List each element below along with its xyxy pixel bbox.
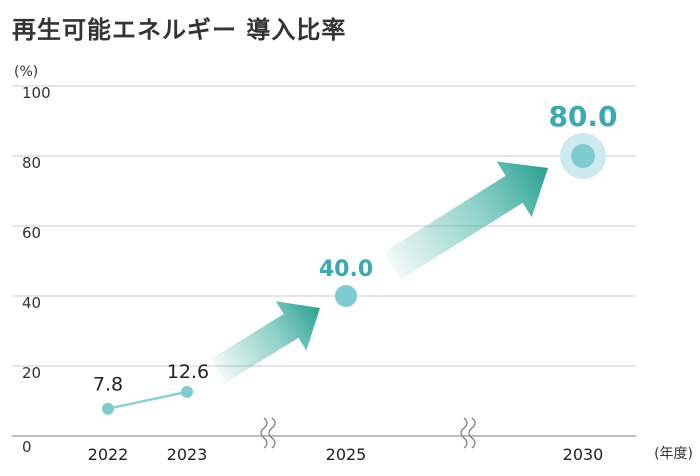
y-tick-label: 100	[22, 84, 51, 102]
y-tick-label: 40	[22, 294, 41, 312]
chart-title: 再生可能エネルギー 導入比率	[12, 16, 347, 44]
trend-arrows	[210, 161, 548, 383]
trend-arrow	[383, 161, 548, 280]
data-point	[571, 144, 595, 168]
x-tick-label: 2025	[326, 445, 367, 464]
data-label: 12.6	[167, 361, 209, 383]
y-tick-label: 20	[22, 364, 41, 382]
trend-arrow	[210, 301, 320, 383]
x-tick-label: 2023	[167, 445, 208, 464]
y-tick-label: 60	[22, 224, 41, 242]
x-axis: 2022 2023 2025 2030 (年度)	[88, 445, 693, 464]
axis-breaks	[260, 417, 476, 449]
series: 7.8 12.6 40.0 80.0	[93, 100, 618, 415]
y-unit-label: (%)	[14, 64, 38, 80]
data-label: 40.0	[319, 257, 373, 282]
axis-break-mark	[460, 417, 468, 449]
data-label: 7.8	[93, 374, 123, 396]
y-axis: 0 20 40 60 80 100 (%)	[14, 64, 51, 456]
y-tick-label: 80	[22, 154, 41, 172]
axis-break-mark	[268, 417, 276, 449]
axis-break-mark	[468, 417, 476, 449]
data-label: 80.0	[548, 100, 617, 133]
grid-lines	[12, 85, 636, 437]
axis-break-mark	[260, 417, 268, 449]
x-tick-label: 2030	[563, 445, 604, 464]
series-line	[107, 390, 188, 410]
data-point	[335, 285, 357, 307]
data-point	[102, 402, 114, 415]
x-unit-label: (年度)	[654, 446, 693, 462]
data-point	[181, 385, 193, 398]
y-tick-label: 0	[22, 438, 32, 456]
x-tick-label: 2022	[88, 445, 129, 464]
